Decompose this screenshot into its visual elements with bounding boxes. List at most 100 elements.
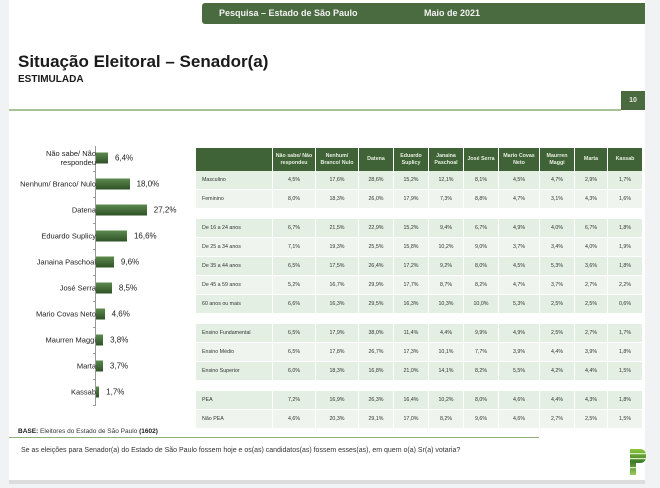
spacer-cell [196,209,642,219]
table-cell: 2,7% [575,276,607,295]
table-cell: 4,4% [429,324,463,343]
page-subtitle: ESTIMULADA [18,74,84,85]
row-label: De 45 a 59 anos [196,276,272,295]
table-cell: 4,6% [499,391,539,410]
table-row: De 16 a 24 anos 6,7% 21,5% 22,9% 15,2% 9,4% 6,… [196,219,642,238]
spacer-cell [196,381,642,391]
table-cell: 17,7% [394,276,428,295]
table-cell: 7,2% [273,391,315,410]
axis-tick [93,327,96,328]
survey-question: Se as eleições para Senador(a) do Estado… [21,447,461,454]
row-label: Não PEA [196,410,272,429]
table-row: Ensino Médio 6,5% 17,8% 26,7% 17,3% 10,1% 7,7%… [196,343,642,362]
axis-tick [93,353,96,354]
table-cell: 1,9% [608,238,642,257]
table-cell: 2,5% [540,324,574,343]
table-cell: 4,4% [540,391,574,410]
paraná-pesquisas-p-logo-icon [630,449,646,475]
bar-value-label: 6,4% [114,153,134,163]
table-cell: 8,0% [464,257,498,276]
table-cell: 1,8% [608,343,642,362]
table-cell: 15,8% [394,238,428,257]
group-spacer [196,314,642,324]
column-header: Mario Covas Neto [499,148,539,171]
table-cell: 2,7% [575,324,607,343]
table-cell: 5,3% [499,295,539,314]
table-cell: 4,5% [499,257,539,276]
bar [96,178,130,190]
table-cell: 16,4% [394,391,428,410]
table-cell: 2,5% [575,410,607,429]
table-cell: 5,2% [273,276,315,295]
table-cell: 4,7% [499,276,539,295]
table-cell: 8,2% [464,362,498,381]
table-cell: 26,4% [359,257,393,276]
table-cell: 28,6% [359,171,393,190]
table-cell: 4,9% [499,219,539,238]
table-cell: 21,5% [316,219,358,238]
bar-label: Eduardo Suplicy [41,231,96,241]
bar-label: Kassab [70,387,96,397]
chart-axis [95,146,96,406]
bar-row: Kassab 1,7% [9,379,189,405]
table-cell: 4,4% [575,362,607,381]
table-cell: 17,5% [316,257,358,276]
divider [9,437,539,438]
spacer-cell [196,314,642,324]
axis-tick [93,301,96,302]
table-cell: 0,6% [608,295,642,314]
table-cell: 6,7% [273,219,315,238]
table-cell: 17,9% [394,190,428,209]
table-row: 60 anos ou mais 6,6% 16,3% 29,5% 16,3% 10,3% 1… [196,295,642,314]
column-header: Janaina Paschoal [429,148,463,171]
column-header: Maurren Maggi [540,148,574,171]
bar-row: Datena 27,2% [9,197,189,223]
table-cell: 17,2% [394,257,428,276]
table-cell: 10,0% [464,295,498,314]
table-cell: 1,5% [608,362,642,381]
table-cell: 16,3% [394,295,428,314]
bar-value-label: 1,7% [106,387,125,397]
bar-label: Maurren Maggi [45,335,96,345]
table-cell: 29,9% [359,276,393,295]
table-row: Não PEA 4,6% 20,3% 29,1% 17,0% 8,2% 9,6% 4,6% 2,… [196,410,642,429]
table-cell: 10,3% [429,295,463,314]
table-cell: 15,2% [394,219,428,238]
table-row: PEA 7,2% 16,9% 26,3% 16,4% 10,2% 8,0% 4,6% 4,4% 4… [196,391,642,410]
table-cell: 38,0% [359,324,393,343]
table-cell: 10,2% [429,391,463,410]
axis-tick [93,223,96,224]
bar-label: Janaina Paschoal [36,257,96,267]
table-cell: 18,3% [316,362,358,381]
row-label: Ensino Médio [196,343,272,362]
table-row: De 35 a 44 anos 6,5% 17,5% 26,4% 17,2% 9,2% 8,… [196,257,642,276]
table-cell: 4,5% [273,171,315,190]
table-cell: 3,4% [540,238,574,257]
table-cell: 9,0% [464,238,498,257]
axis-tick [93,405,96,406]
row-label: Feminino [196,190,272,209]
table-cell: 4,9% [499,324,539,343]
table-cell: 4,3% [575,391,607,410]
table-cell: 12,1% [429,171,463,190]
table-row: Feminino 8,0% 18,3% 26,0% 17,9% 7,3% 8,8% 4,7% 3… [196,190,642,209]
table-cell: 6,0% [273,362,315,381]
bar-row: Nenhum/ Branco/ Nulo 18,0% [9,171,189,197]
bar-row: Janaina Paschoal 9,6% [9,249,189,275]
table-cell: 15,2% [394,171,428,190]
table-cell: 8,0% [273,190,315,209]
bar [96,204,147,216]
table-cell: 5,3% [540,257,574,276]
table-cell: 4,6% [273,410,315,429]
table-cell: 17,8% [316,343,358,362]
table-cell: 1,7% [608,324,642,343]
axis-tick [93,197,96,198]
table-cell: 1,5% [608,410,642,429]
column-header: Marta [575,148,607,171]
table-cell: 3,1% [540,190,574,209]
table-cell: 1,7% [608,171,642,190]
table-cell: 6,7% [464,219,498,238]
bar-value-label: 3,7% [109,361,129,371]
table-cell: 1,6% [608,190,642,209]
column-header: Eduardo Suplicy [394,148,428,171]
